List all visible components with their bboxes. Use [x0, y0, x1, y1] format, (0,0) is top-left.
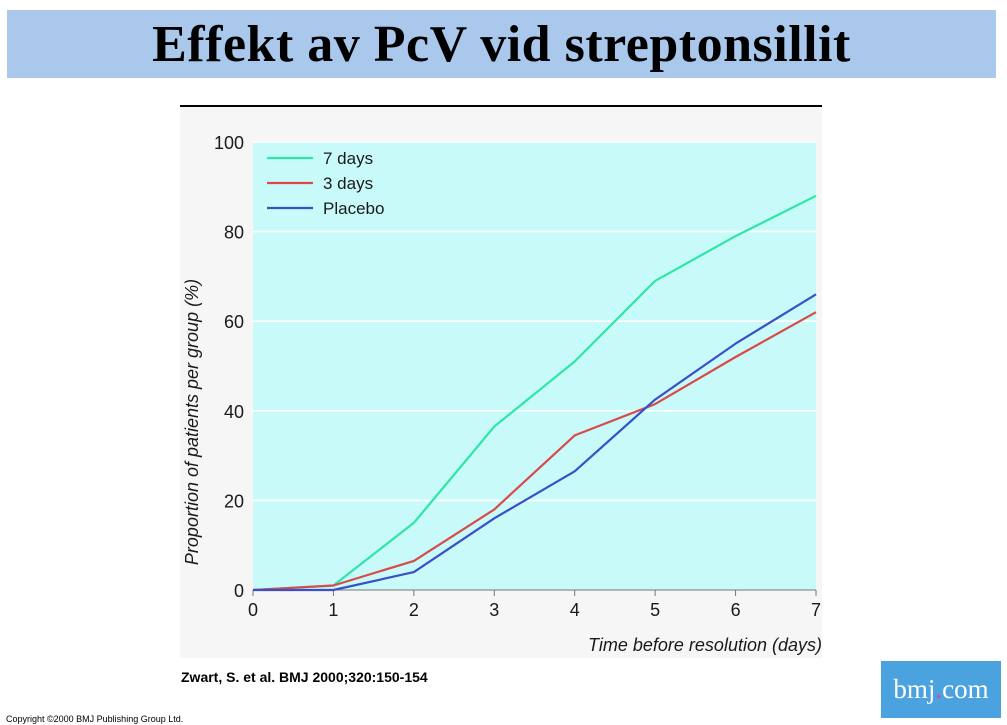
- legend-label-placebo: Placebo: [323, 199, 384, 218]
- x-tick-label-4: 4: [570, 600, 580, 620]
- copyright-notice: Copyright ©2000 BMJ Publishing Group Ltd…: [6, 714, 184, 724]
- x-tick-label-7: 7: [811, 600, 821, 620]
- x-axis-title: Time before resolution (days): [588, 635, 822, 655]
- y-tick-label-0: 0: [234, 581, 244, 601]
- bmj-logo: bmj. com: [881, 661, 1001, 718]
- slide-title: Effekt av PcV vid streptonsillit: [152, 15, 851, 73]
- y-tick-label-60: 60: [224, 312, 244, 332]
- logo-text-right: com: [942, 674, 989, 704]
- citation: Zwart, S. et al. BMJ 2000;320:150-154: [181, 669, 428, 685]
- x-tick-label-3: 3: [489, 600, 499, 620]
- x-tick-label-1: 1: [328, 600, 338, 620]
- y-tick-label-20: 20: [224, 491, 244, 511]
- logo-dot: .: [935, 674, 943, 704]
- series-line-7-days: [252, 194, 817, 592]
- x-tick-label-2: 2: [409, 600, 419, 620]
- x-tick-label-5: 5: [650, 600, 660, 620]
- title-bar: Effekt av PcV vid streptonsillit: [7, 10, 996, 78]
- y-tick-label-80: 80: [224, 223, 244, 243]
- legend-label-3-days: 3 days: [323, 174, 373, 193]
- logo-text-left: bmj: [893, 674, 936, 704]
- series-line-3-days: [252, 311, 817, 592]
- y-tick-label-40: 40: [224, 402, 244, 422]
- x-tick-label-6: 6: [731, 600, 741, 620]
- y-tick-label-100: 100: [214, 133, 244, 153]
- x-tick-label-0: 0: [248, 600, 258, 620]
- series-line-placebo: [253, 293, 817, 592]
- y-axis-title: Proportion of patients per group (%): [182, 279, 202, 565]
- legend-label-7-days: 7 days: [323, 149, 373, 168]
